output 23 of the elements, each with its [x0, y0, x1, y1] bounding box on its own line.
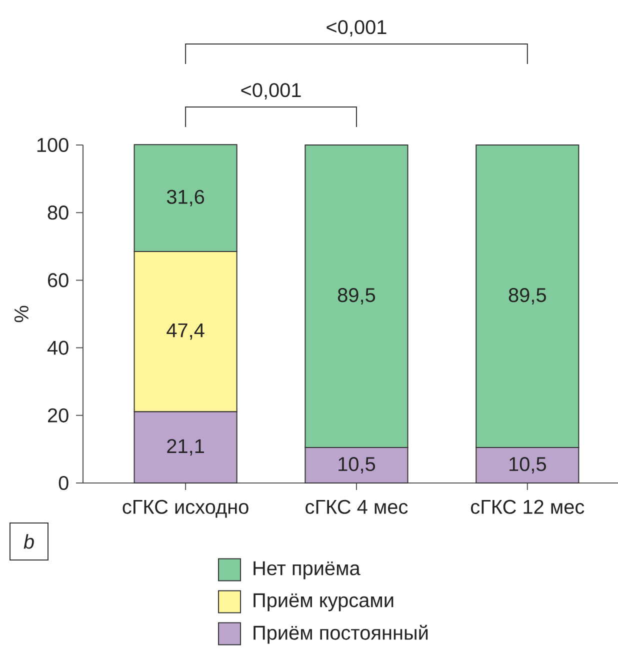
y-tick-label: 80	[48, 206, 68, 220]
legend-label: Приём постоянный	[254, 624, 428, 644]
data-label: 31,6	[166, 190, 204, 206]
y-tick-label: 0	[58, 476, 68, 490]
y-axis-title: %	[14, 306, 28, 322]
data-label: 10,5	[338, 457, 376, 474]
data-label: 89,5	[508, 288, 546, 304]
text: b	[24, 534, 34, 549]
text: <0,001	[241, 83, 301, 100]
x-tick-label: сГКС 12 мес	[471, 500, 584, 514]
legend-label: Нет приёма	[254, 561, 360, 580]
y-tick-label: 100	[37, 138, 68, 152]
x-tick-label: сГКС 4 мес	[306, 500, 408, 514]
legend-label: Приём курсами	[254, 593, 394, 612]
data-label: 47,4	[166, 323, 204, 340]
y-tick-label: 60	[48, 273, 68, 288]
y-tick-label: 40	[47, 340, 68, 355]
data-label: 21,1	[167, 439, 204, 456]
data-label: 89,5	[338, 288, 376, 304]
x-tick-label: сГКС исходно	[122, 500, 248, 518]
y-tick-label: 20	[48, 408, 68, 422]
text: <0,001	[326, 20, 386, 37]
data-label: 10,5	[510, 457, 546, 474]
